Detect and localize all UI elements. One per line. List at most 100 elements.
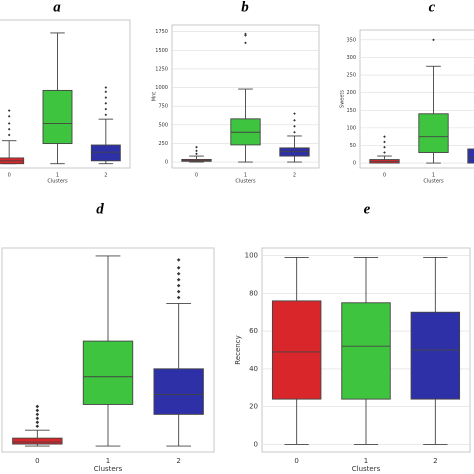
box — [271, 300, 322, 400]
panel-title: c — [429, 0, 436, 15]
outlier — [293, 124, 296, 128]
outlier — [104, 90, 108, 94]
box — [418, 113, 449, 153]
y-tick-label: 150 — [346, 108, 356, 114]
outlier — [244, 34, 247, 37]
x-tick-label: 2 — [104, 173, 107, 179]
outlier — [35, 412, 40, 417]
panel-title: b — [241, 0, 249, 15]
x-tick-label: 0 — [383, 173, 386, 179]
outlier — [195, 152, 198, 156]
box-group — [410, 256, 461, 445]
box-group — [418, 38, 449, 164]
x-axis-label: Clusters — [47, 179, 68, 185]
y-axis-label: Sweets — [340, 90, 346, 108]
outlier — [432, 38, 435, 42]
outlier — [7, 109, 11, 112]
y-tick-label: 350 — [346, 37, 356, 43]
box-group — [467, 148, 474, 164]
outlier — [104, 102, 108, 105]
y-axis-label: Recency — [234, 335, 242, 364]
outlier — [35, 420, 40, 425]
outlier — [195, 145, 198, 149]
plot-frame — [359, 29, 474, 169]
x-axis-label: Clusters — [423, 179, 444, 185]
y-tick-label: 60 — [249, 327, 258, 335]
x-tick-label: 0 — [294, 457, 298, 465]
box-group — [153, 258, 204, 447]
box-group — [12, 404, 63, 447]
box-group — [369, 135, 400, 164]
box-group — [181, 145, 212, 163]
box — [467, 148, 474, 164]
outlier — [244, 32, 247, 36]
y-tick-label: 1250 — [155, 66, 168, 72]
outlier — [176, 283, 181, 288]
box-group — [279, 112, 310, 163]
y-tick-label: 80 — [249, 289, 258, 297]
outlier — [383, 135, 386, 138]
outlier — [35, 408, 40, 413]
y-tick-label: 1500 — [155, 48, 168, 54]
y-tick-label: 250 — [158, 141, 168, 147]
y-tick-label: 0 — [353, 161, 356, 167]
outlier — [176, 295, 181, 300]
x-tick-label: 2 — [293, 173, 296, 179]
x-tick-label: 1 — [432, 173, 435, 179]
x-tick-label: 0 — [195, 173, 198, 179]
y-tick-label: 0 — [254, 440, 258, 448]
outlier — [104, 107, 108, 111]
outlier — [176, 266, 181, 270]
outlier — [104, 96, 108, 99]
outlier — [383, 151, 386, 154]
outlier — [35, 404, 40, 409]
y-axis-label: Mnt — [152, 92, 158, 101]
y-tick-label: 100 — [346, 125, 356, 131]
x-axis-label: Clusters — [94, 465, 123, 473]
y-tick-label: 20 — [249, 403, 258, 411]
y-tick-label: 250 — [346, 73, 356, 79]
box — [90, 144, 121, 162]
box-group — [82, 255, 134, 447]
x-axis-label: Clusters — [352, 465, 381, 473]
panel-title: a — [53, 0, 61, 15]
y-tick-label: 1750 — [155, 29, 168, 35]
y-tick-label: 0 — [165, 160, 168, 166]
box-group — [341, 256, 391, 445]
outlier — [383, 145, 386, 149]
x-tick-label: 0 — [8, 173, 11, 179]
outlier — [7, 122, 11, 125]
x-axis-label: Clusters — [235, 179, 256, 185]
box — [341, 302, 391, 400]
outlier — [7, 127, 11, 131]
y-tick-label: 200 — [346, 90, 356, 96]
x-tick-label: 1 — [364, 457, 368, 465]
outlier — [176, 289, 181, 294]
x-tick-label: 1 — [106, 457, 110, 465]
y-tick-label: 40 — [249, 365, 258, 373]
y-tick-label: 1000 — [155, 85, 168, 91]
outlier — [7, 114, 11, 118]
box-group — [0, 109, 25, 165]
outlier — [104, 113, 108, 117]
outlier — [195, 149, 198, 153]
box — [410, 311, 461, 400]
y-tick-label: 300 — [346, 55, 356, 61]
y-tick-label: 750 — [158, 104, 168, 110]
panel-title: d — [96, 201, 104, 217]
outlier — [383, 140, 386, 144]
outlier — [293, 112, 296, 115]
x-tick-label: 1 — [56, 173, 59, 179]
y-tick-label: 50 — [350, 143, 356, 149]
outlier — [35, 424, 40, 429]
box-group — [42, 32, 73, 165]
outlier — [35, 416, 40, 421]
box — [42, 89, 73, 145]
x-tick-label: 0 — [35, 457, 39, 465]
x-tick-label: 1 — [244, 173, 247, 179]
box — [12, 437, 63, 445]
box-group — [90, 86, 121, 165]
y-tick-label: 500 — [158, 122, 168, 128]
outlier — [176, 277, 181, 282]
